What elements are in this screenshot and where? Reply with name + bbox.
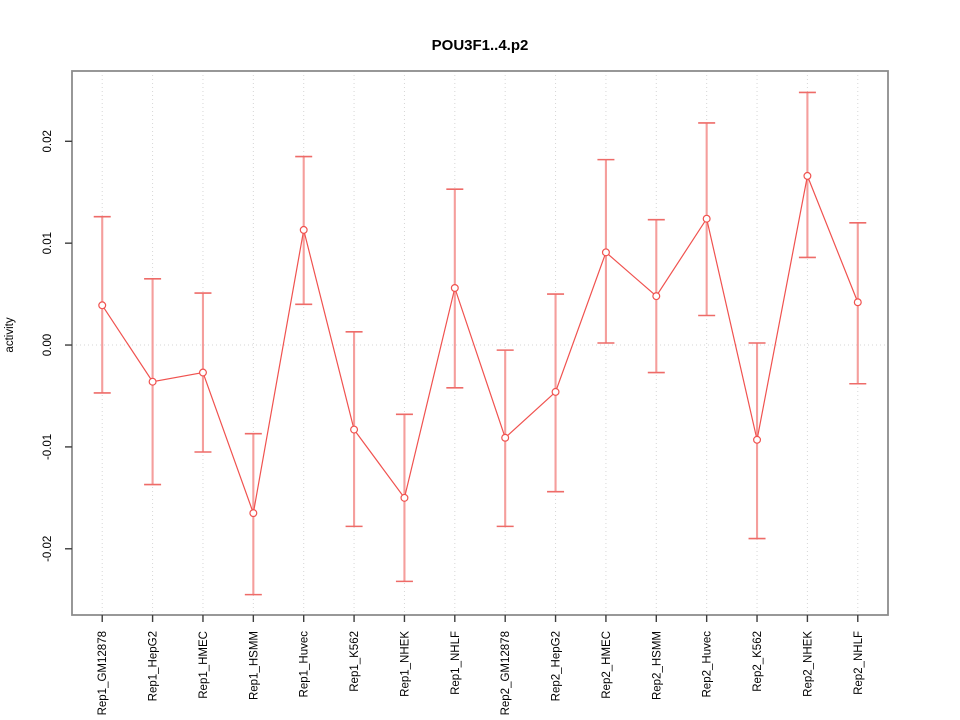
- data-point: [803, 171, 812, 180]
- data-point: [652, 292, 661, 301]
- data-point: [198, 368, 207, 377]
- data-point: [551, 387, 560, 396]
- data-point: [450, 283, 459, 292]
- x-tick-label: Rep2_HMEC: [601, 631, 613, 699]
- x-tick-label: Rep1_K562: [349, 631, 361, 692]
- data-point: [702, 214, 711, 223]
- data-point: [98, 301, 107, 310]
- chart-title: POU3F1..4.p2: [431, 37, 529, 54]
- x-tick-label: Rep2_GM12878: [500, 631, 512, 715]
- x-tick-label: Rep2_K562: [752, 631, 764, 692]
- x-tick-label: Rep2_NHLF: [853, 631, 865, 695]
- y-tick-label: -0.01: [42, 434, 54, 460]
- x-tick-label: Rep1_HepG2: [148, 631, 160, 701]
- x-tick-label: Rep2_Huvec: [702, 631, 714, 698]
- x-tick-label: Rep2_HSMM: [651, 631, 663, 700]
- x-tick-label: Rep2_NHEK: [802, 631, 814, 697]
- y-tick-label: -0.02: [42, 536, 54, 562]
- x-tick-label: Rep1_NHLF: [450, 631, 462, 695]
- series-line: [101, 173, 859, 516]
- data-point: [249, 509, 258, 518]
- data-point: [501, 433, 510, 442]
- x-tick-label: Rep2_HepG2: [551, 631, 563, 701]
- plot-border: [71, 70, 889, 616]
- x-tick-label: Rep1_GM12878: [97, 631, 109, 715]
- y-tick-label: 0.00: [42, 334, 54, 356]
- y-tick-label: 0.02: [42, 130, 54, 152]
- y-tick-label: 0.01: [42, 232, 54, 254]
- x-tick-label: Rep1_Huvec: [299, 631, 311, 698]
- data-point: [400, 493, 409, 502]
- data-point: [853, 298, 862, 307]
- data-point: [601, 248, 610, 257]
- x-tick-label: Rep1_NHEK: [399, 631, 411, 697]
- x-tick-label: Rep1_HMEC: [198, 631, 210, 699]
- x-tick-label: Rep1_HSMM: [248, 631, 260, 700]
- data-point: [148, 377, 157, 386]
- data-point: [753, 435, 762, 444]
- data-point: [299, 225, 308, 234]
- data-point: [350, 425, 359, 434]
